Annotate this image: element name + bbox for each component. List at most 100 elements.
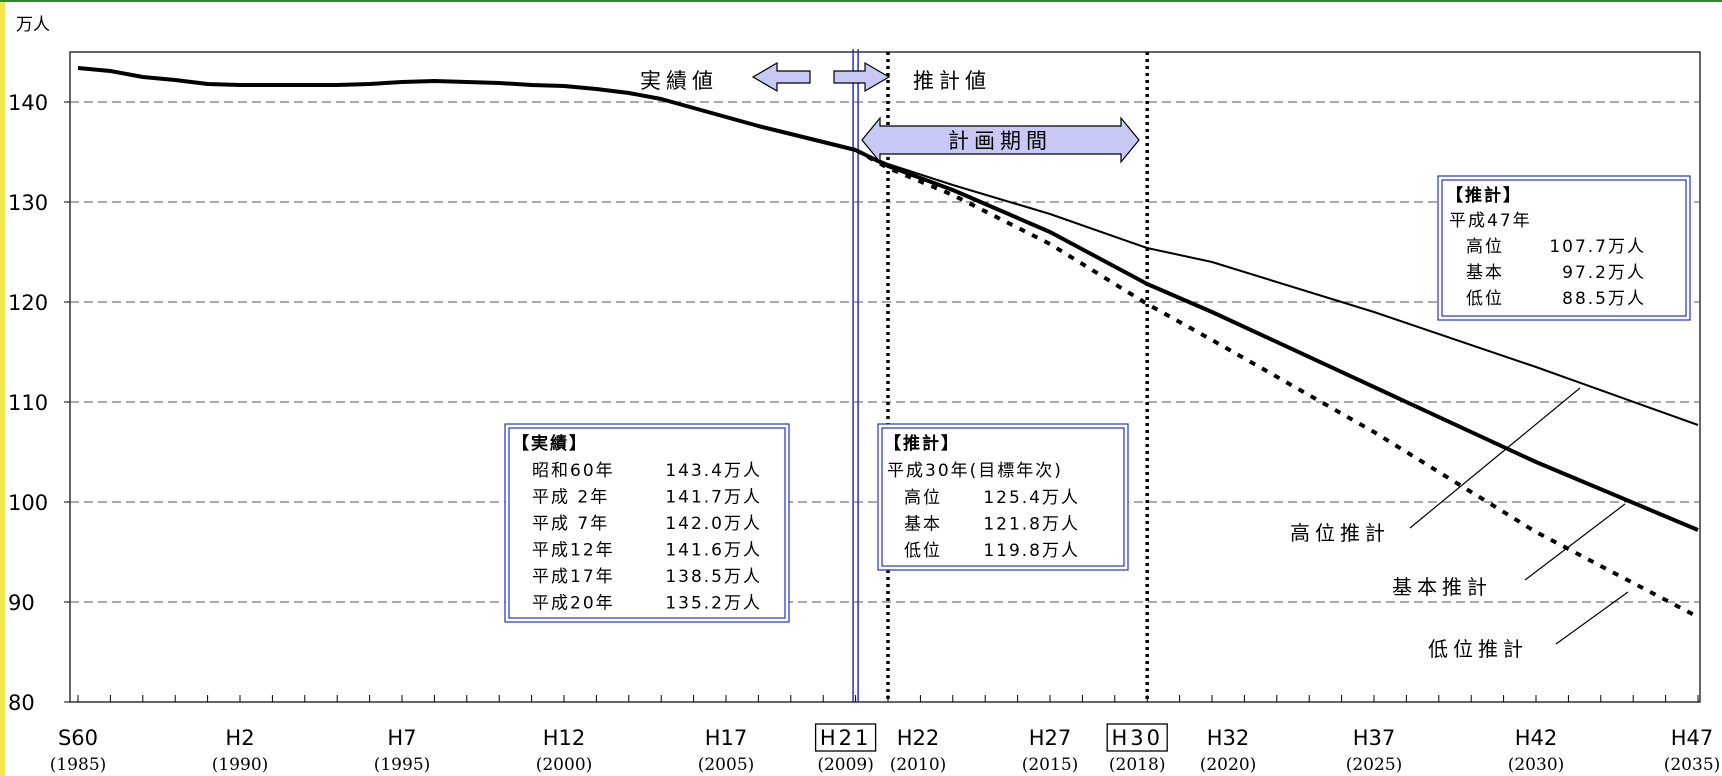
box-row-value: 142.0万人 [665, 514, 762, 534]
x-tick-era: H7 [387, 726, 416, 750]
x-tick-era: H42 [1515, 726, 1558, 750]
f2035-box-outer [1437, 175, 1691, 321]
box-row-value: 135.2万人 [665, 594, 762, 614]
vertical-markers [852, 49, 1149, 702]
y-tick-label: 110 [8, 391, 48, 415]
x-tick-western: (2035) [1664, 755, 1721, 775]
x-tick-western: (1990) [212, 755, 269, 775]
f2035-box-inner [1441, 179, 1687, 317]
box-row-label: 平成 7年 [532, 514, 609, 534]
target-box-outer [877, 423, 1129, 571]
top-edge [0, 0, 1722, 2]
x-tick-western: (2010) [890, 755, 947, 775]
x-tick-western: (1985) [50, 755, 107, 775]
actual-box-title: 【実績】 [512, 433, 588, 454]
x-tick-era: H32 [1207, 726, 1250, 750]
leader-line-high [1409, 387, 1581, 529]
actual-label: 実績値 [640, 69, 718, 93]
x-tick-era: H47 [1671, 726, 1714, 750]
box-row-label: 平成20年 [532, 594, 615, 614]
target-box-subtitle: 平成30年(目標年次) [887, 461, 1063, 481]
box-row-value: 143.4万人 [665, 461, 762, 481]
box-row-value: 141.7万人 [665, 488, 762, 508]
x-tick-era: S60 [58, 726, 98, 750]
box-row-label: 平成17年 [532, 567, 615, 587]
x-tick-western: (2005) [698, 755, 755, 775]
x-tick-western: (2009) [817, 755, 874, 775]
series-line-0 [77, 66, 857, 152]
x-tick-western: (1995) [374, 755, 431, 775]
box-row-label: 基本 [904, 515, 942, 535]
x-tick-western: (2030) [1508, 755, 1565, 775]
right-arrow [833, 61, 891, 93]
series-label-base: 基本推計 [1392, 503, 1626, 599]
plan-period-label: 計画期間 [948, 129, 1052, 153]
x-tick-era-box [814, 723, 877, 752]
y-axis-ticks: 80 90 100 110 120 130 140 [8, 91, 70, 715]
box-row-value: 97.2万人 [1562, 263, 1646, 283]
series-label-low: 低位推計 [1428, 591, 1629, 661]
actual-forecast-arrows: 実績値 推計値 [640, 61, 991, 93]
x-tick-era: H27 [1029, 726, 1072, 750]
y-tick-label: 100 [8, 491, 48, 515]
target-box-title: 【推計】 [884, 433, 960, 454]
forecast-label: 推計値 [913, 69, 991, 93]
target-box-inner [881, 427, 1125, 567]
series-line-2 [854, 148, 1699, 532]
box-row-value: 107.7万人 [1549, 237, 1646, 257]
plan-period-arrow: 計画期間 [861, 116, 1140, 164]
label-high: 高位推計 [1290, 521, 1390, 545]
series-line-1 [855, 149, 1699, 426]
series-label-high: 高位推計 [1290, 387, 1581, 545]
leader-line-base [1524, 503, 1626, 581]
box-row-label: 低位 [904, 541, 942, 561]
label-base: 基本推計 [1392, 575, 1492, 599]
x-tick-western: (2025) [1346, 755, 1403, 775]
box-row-label: 高位 [1466, 237, 1504, 257]
x-tick-era: H22 [897, 726, 940, 750]
series-lines [77, 66, 1699, 619]
x-tick-western: (2015) [1022, 755, 1079, 775]
actual-box-outer [504, 423, 790, 623]
y-tick-label: 80 [8, 691, 35, 715]
box-row-value: 88.5万人 [1562, 289, 1646, 309]
plan-period-shape [861, 116, 1140, 164]
x-tick-era: H12 [543, 726, 586, 750]
left-edge [0, 0, 5, 776]
f2035-box-subtitle: 平成47年 [1449, 211, 1532, 231]
box-row-label: 高位 [904, 488, 942, 508]
y-tick-label: 120 [8, 291, 48, 315]
unit-label: 万人 [16, 15, 50, 35]
grid-lines [70, 101, 1700, 603]
x-tick-era-box [1106, 723, 1168, 752]
x-tick-western: (2018) [1109, 755, 1166, 775]
x-tick-western: (2000) [536, 755, 593, 775]
box-row-value: 125.4万人 [983, 488, 1080, 508]
actual-box-inner [508, 427, 786, 619]
x-tick-era: H21 [820, 726, 872, 750]
left-arrow [751, 61, 811, 93]
box-row-label: 平成 2年 [532, 488, 609, 508]
box-row-value: 141.6万人 [665, 541, 762, 561]
leader-line-low [1555, 591, 1629, 645]
box-row-label: 低位 [1466, 289, 1504, 309]
box-row-value: 119.8万人 [983, 541, 1080, 561]
x-axis-ticks: S60 (1985) H2 (1990) H7 (1995) H12 (2000) H17 (20… [50, 695, 1721, 775]
x-tick-era: H17 [705, 726, 748, 750]
y-tick-label: 140 [8, 91, 48, 115]
box-row-value: 121.8万人 [983, 515, 1080, 535]
label-low: 低位推計 [1428, 637, 1528, 661]
box-row-label: 基本 [1466, 263, 1504, 283]
box-row-label: 昭和60年 [532, 461, 615, 481]
x-tick-era: H2 [225, 726, 254, 750]
box-row-value: 138.5万人 [665, 567, 762, 587]
y-tick-label: 90 [8, 591, 35, 615]
x-tick-era: H30 [1111, 726, 1163, 750]
y-tick-label: 130 [8, 191, 48, 215]
plot-area [69, 51, 1701, 703]
